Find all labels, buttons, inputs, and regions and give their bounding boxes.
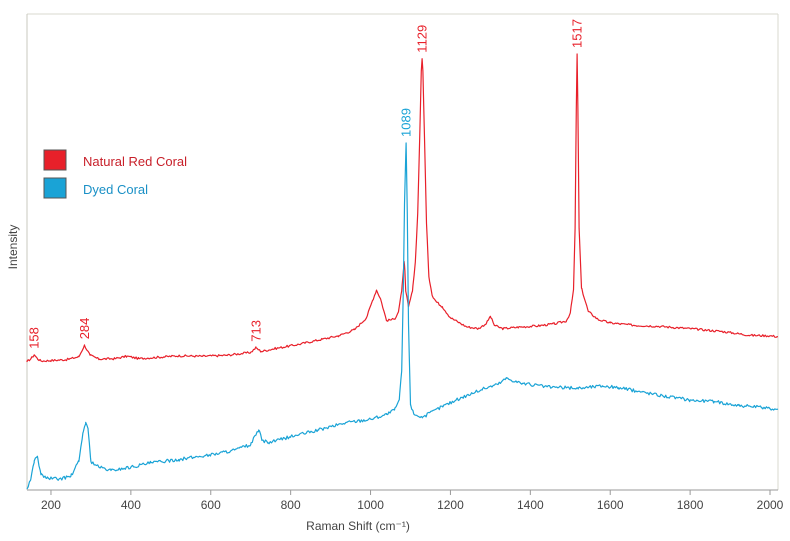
peak-label: 1517 — [570, 19, 585, 48]
x-tick-label: 800 — [281, 498, 301, 512]
legend: Natural Red Coral Dyed Coral — [43, 149, 187, 199]
x-tick-label: 1800 — [677, 498, 704, 512]
x-tick-label: 1600 — [597, 498, 624, 512]
series-line-dyed-coral — [26, 142, 779, 490]
legend-label-dyed-coral: Dyed Coral — [83, 182, 148, 197]
peak-label: 713 — [248, 320, 263, 342]
x-tick-label: 400 — [121, 498, 141, 512]
peak-annotations: 158 284 713 1089 1129 1517 — [27, 19, 585, 349]
series-line-natural-red-coral — [26, 53, 778, 363]
x-axis-ticks: 200 400 600 800 1000 1200 1400 1600 1800 2000 — [41, 490, 784, 512]
peak-label: 284 — [77, 318, 92, 340]
legend-swatch-natural-red-coral — [43, 149, 67, 171]
x-tick-label: 200 — [41, 498, 61, 512]
x-tick-label: 1200 — [437, 498, 464, 512]
legend-swatch-dyed-coral — [43, 177, 67, 199]
x-axis-title: Raman Shift (cm⁻¹) — [306, 519, 410, 533]
x-tick-label: 2000 — [757, 498, 784, 512]
peak-label: 158 — [27, 327, 42, 349]
y-axis-title: Intensity — [6, 225, 20, 270]
legend-label-natural-red-coral: Natural Red Coral — [83, 154, 187, 169]
series-layer — [26, 53, 779, 490]
peak-label: 1089 — [399, 108, 414, 137]
peak-label: 1129 — [415, 25, 430, 53]
x-tick-label: 600 — [201, 498, 221, 512]
x-tick-label: 1400 — [517, 498, 544, 512]
x-tick-label: 1000 — [357, 498, 384, 512]
